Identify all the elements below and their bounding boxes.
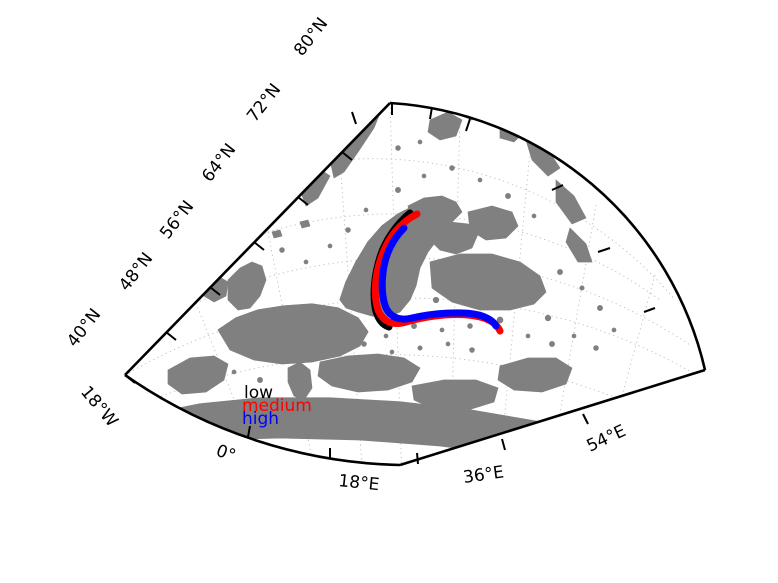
lat-label-64n: 64°N [198, 140, 240, 186]
land-speckle [231, 139, 617, 435]
border-ticks [124, 103, 656, 465]
storm-tracks [370, 209, 504, 335]
lat-label-56n: 56°N [156, 197, 198, 243]
lon-label-0: 0° [213, 441, 238, 466]
legend-item-medium: medium [242, 396, 312, 416]
lat-label-80n: 80°N [290, 14, 332, 60]
legend-item-high: high [242, 409, 280, 429]
lon-label-54e: 54°E [584, 421, 629, 456]
lat-label-48n: 48°N [115, 249, 157, 295]
lon-label-18e: 18°E [337, 471, 380, 495]
lon-label-36e: 36°E [462, 462, 505, 487]
map-border [124, 101, 707, 467]
lat-label-40n: 40°N [63, 305, 105, 351]
lat-label-72n: 72°N [243, 80, 285, 126]
legend-item-low: low [244, 383, 274, 403]
track-high [378, 224, 500, 330]
lon-label-18w: 18°W [76, 382, 122, 431]
